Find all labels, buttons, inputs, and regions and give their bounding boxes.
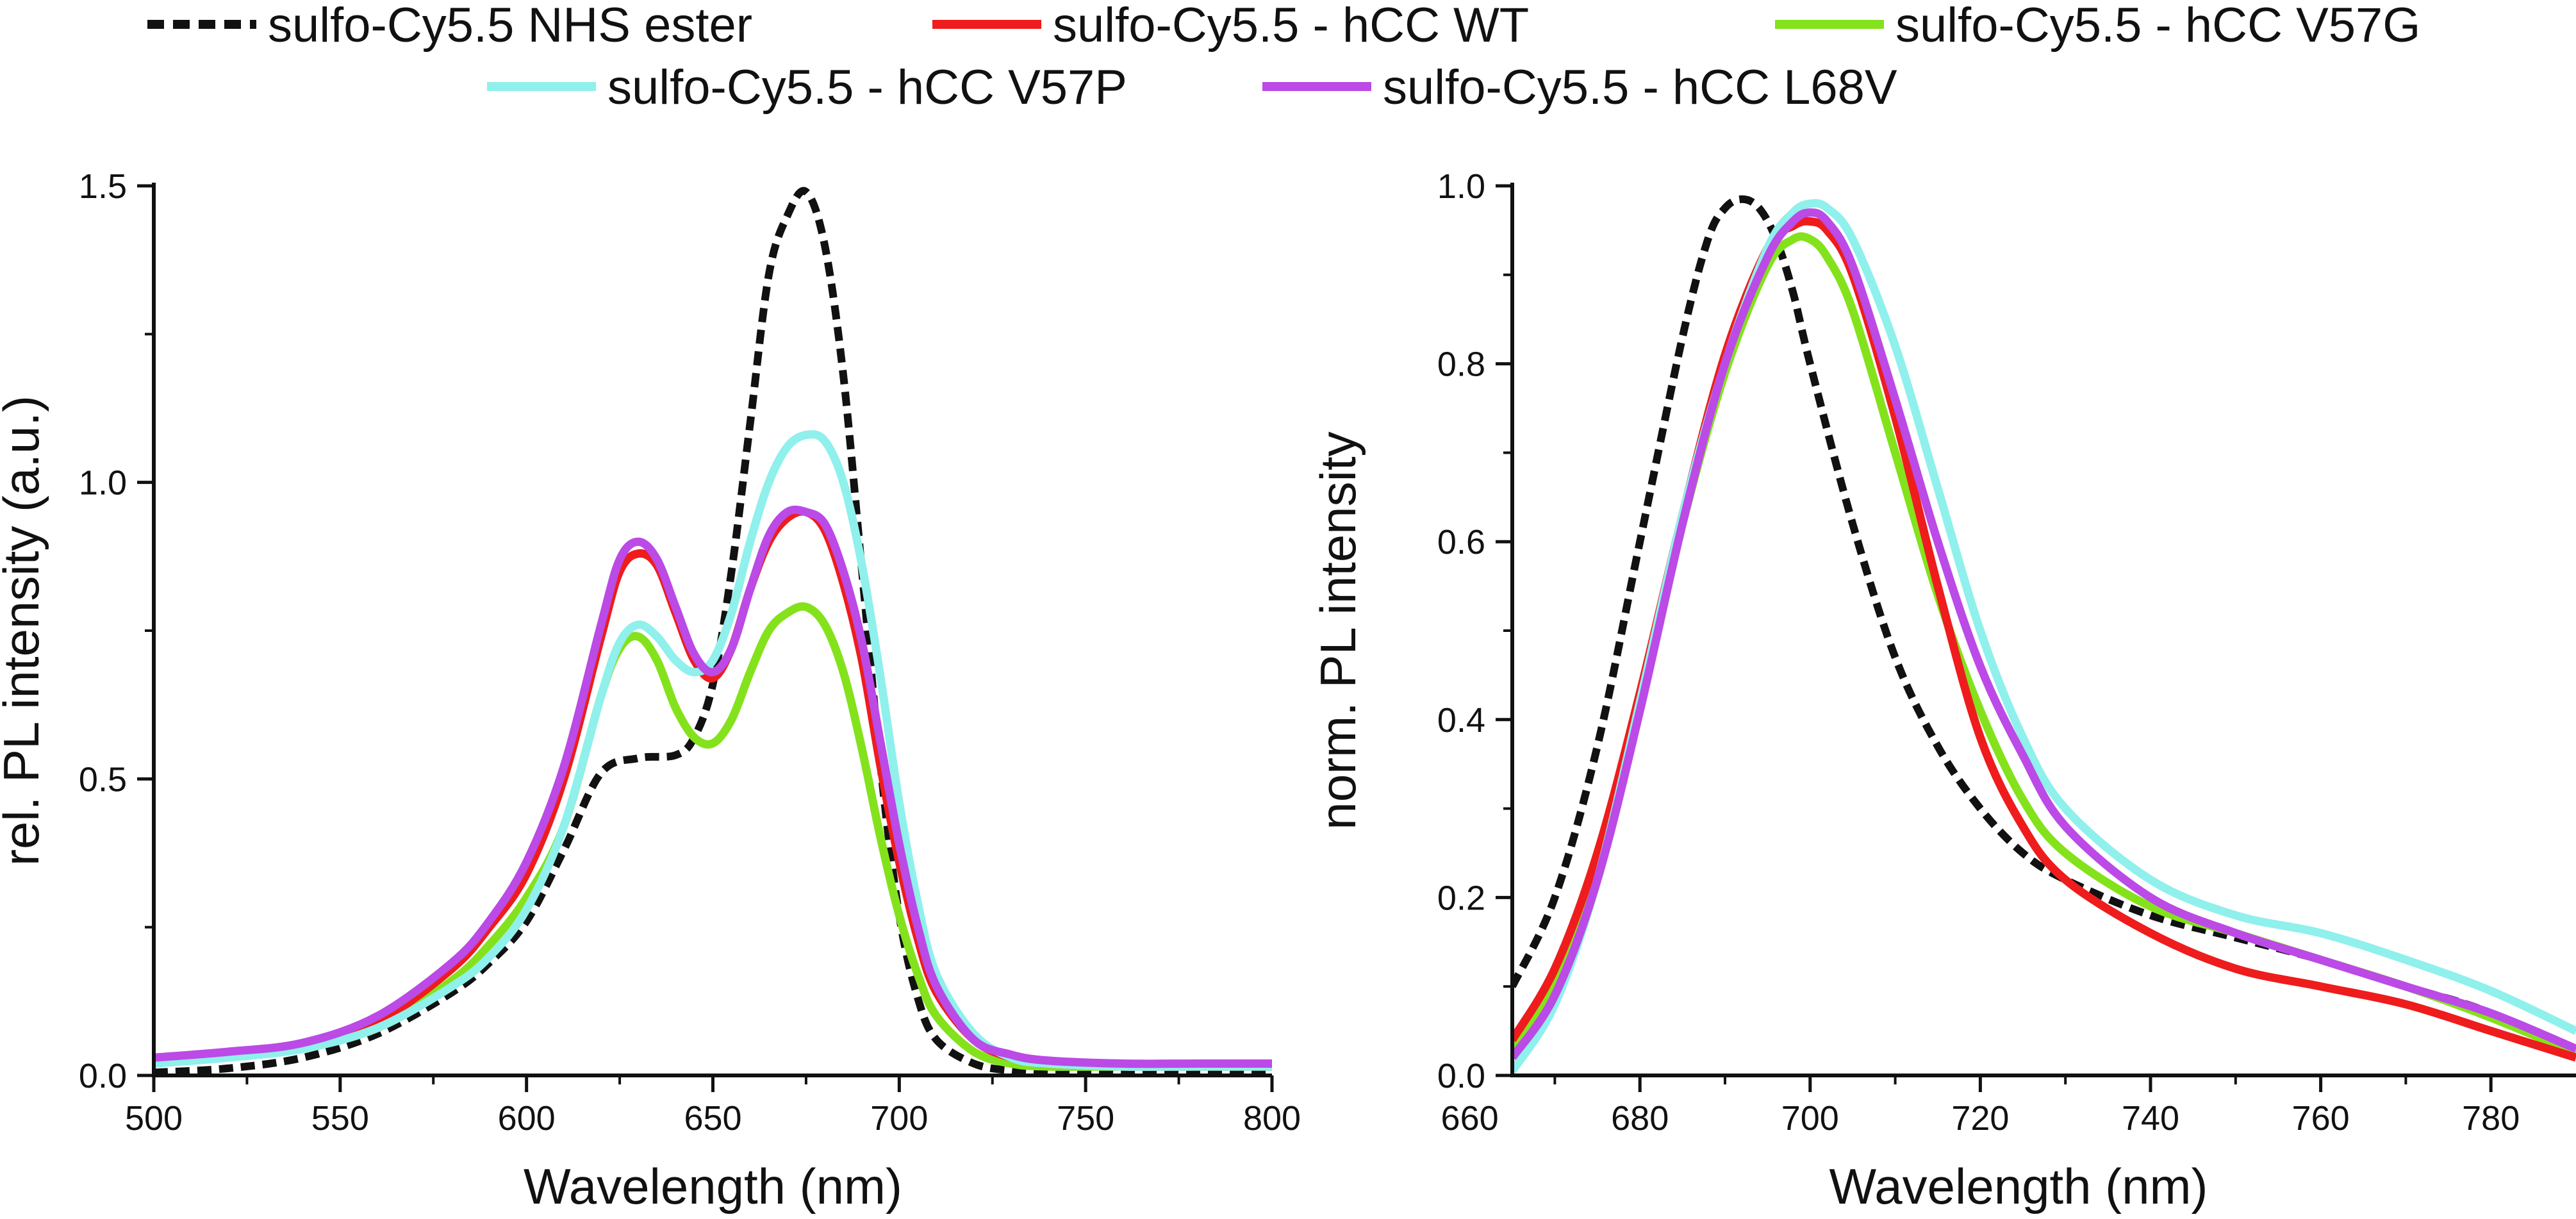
legend-label: sulfo-Cy5.5 - hCC V57G bbox=[1895, 0, 2420, 53]
x-tick-label: 550 bbox=[311, 1099, 369, 1138]
x-tick-label: 780 bbox=[2462, 1099, 2520, 1138]
y-axis-title: norm. PL intensity bbox=[1310, 431, 1366, 829]
y-tick-label: 1.5 bbox=[79, 167, 127, 206]
x-tick-label: 800 bbox=[1243, 1099, 1301, 1138]
x-tick-label: 600 bbox=[498, 1099, 556, 1138]
series-line-sulfo-cy5-5-nhs-ester bbox=[1512, 195, 2576, 1061]
y-tick-label: 0.0 bbox=[1437, 1057, 1485, 1095]
x-tick-label: 720 bbox=[1951, 1099, 2009, 1138]
y-tick-label: 0.2 bbox=[1437, 879, 1485, 917]
x-axis-title: Wavelength (nm) bbox=[524, 1158, 902, 1215]
series-line-sulfo-cy5-5-hcc-v57p bbox=[1512, 199, 2576, 1074]
y-tick-label: 0.0 bbox=[79, 1057, 127, 1095]
series-line-sulfo-cy5-5-hcc-v57g bbox=[1512, 232, 2576, 1057]
emission-panel: 660 680 700 720 740 760 780 0.0 0.2 0.4 0.6 0.8 1.0 W… bbox=[1310, 167, 2576, 1215]
x-tick-label: 660 bbox=[1441, 1099, 1499, 1138]
x-tick-label: 760 bbox=[2292, 1099, 2350, 1138]
absorbance-panel: 500 550 600 650 700 750 800 0.0 0.5 1.0 1.5 Wavelen… bbox=[0, 167, 1301, 1215]
series-line-sulfo-cy5-5-nhs-ester bbox=[154, 187, 1272, 1075]
axes: 660 680 700 720 740 760 780 0.0 0.2 0.4 0.6 0.8 1.0 W… bbox=[1310, 167, 2576, 1215]
legend-item-sulfo-cy5-5-hcc-v57g: sulfo-Cy5.5 - hCC V57G bbox=[1775, 0, 2420, 53]
x-tick-label: 750 bbox=[1057, 1099, 1114, 1138]
y-tick-label: 0.5 bbox=[79, 760, 127, 799]
x-axis-title: Wavelength (nm) bbox=[1829, 1158, 2208, 1215]
y-tick-label: 0.4 bbox=[1437, 701, 1485, 740]
x-tick-label: 700 bbox=[1781, 1099, 1839, 1138]
legend-item-sulfo-cy5-5-hcc-l68v: sulfo-Cy5.5 - hCC L68V bbox=[1262, 60, 1897, 115]
x-tick-label: 680 bbox=[1611, 1099, 1669, 1138]
y-tick-label: 0.6 bbox=[1437, 523, 1485, 561]
plot-series bbox=[154, 187, 1272, 1075]
y-tick-label: 0.8 bbox=[1437, 345, 1485, 384]
series-line-sulfo-cy5-5-hcc-wt bbox=[154, 507, 1272, 1071]
x-tick-label: 650 bbox=[684, 1099, 741, 1138]
axes: 500 550 600 650 700 750 800 0.0 0.5 1.0 1.5 Wavelen… bbox=[0, 167, 1301, 1215]
series-line-sulfo-cy5-5-hcc-l68v bbox=[154, 505, 1272, 1068]
legend-label: sulfo-Cy5.5 - hCC L68V bbox=[1383, 60, 1897, 115]
plot-series bbox=[1512, 195, 2576, 1074]
series-line-sulfo-cy5-5-hcc-wt bbox=[1512, 217, 2576, 1062]
legend-label: sulfo-Cy5.5 NHS ester bbox=[268, 0, 752, 53]
x-tick-label: 740 bbox=[2122, 1099, 2179, 1138]
legend-item-sulfo-cy5-5-hcc-v57p: sulfo-Cy5.5 - hCC V57P bbox=[487, 60, 1127, 115]
x-tick-label: 500 bbox=[125, 1099, 183, 1138]
legend-label: sulfo-Cy5.5 - hCC V57P bbox=[607, 60, 1127, 115]
series-line-sulfo-cy5-5-hcc-v57g bbox=[154, 602, 1272, 1071]
legend-item-sulfo-cy5-5-nhs-ester: sulfo-Cy5.5 NHS ester bbox=[147, 0, 752, 53]
legend-label: sulfo-Cy5.5 - hCC WT bbox=[1053, 0, 1529, 53]
chart-legend: sulfo-Cy5.5 NHS ester sulfo-Cy5.5 - hCC W… bbox=[147, 0, 2420, 115]
series-line-sulfo-cy5-5-hcc-l68v bbox=[1512, 208, 2576, 1060]
x-tick-label: 700 bbox=[870, 1099, 928, 1138]
y-tick-label: 1.0 bbox=[79, 464, 127, 502]
y-tick-label: 1.0 bbox=[1437, 167, 1485, 206]
y-axis-title: rel. PL intensity (a.u.) bbox=[0, 395, 49, 866]
legend-item-sulfo-cy5-5-hcc-wt: sulfo-Cy5.5 - hCC WT bbox=[932, 0, 1529, 53]
series-line-sulfo-cy5-5-hcc-v57p bbox=[154, 430, 1272, 1071]
